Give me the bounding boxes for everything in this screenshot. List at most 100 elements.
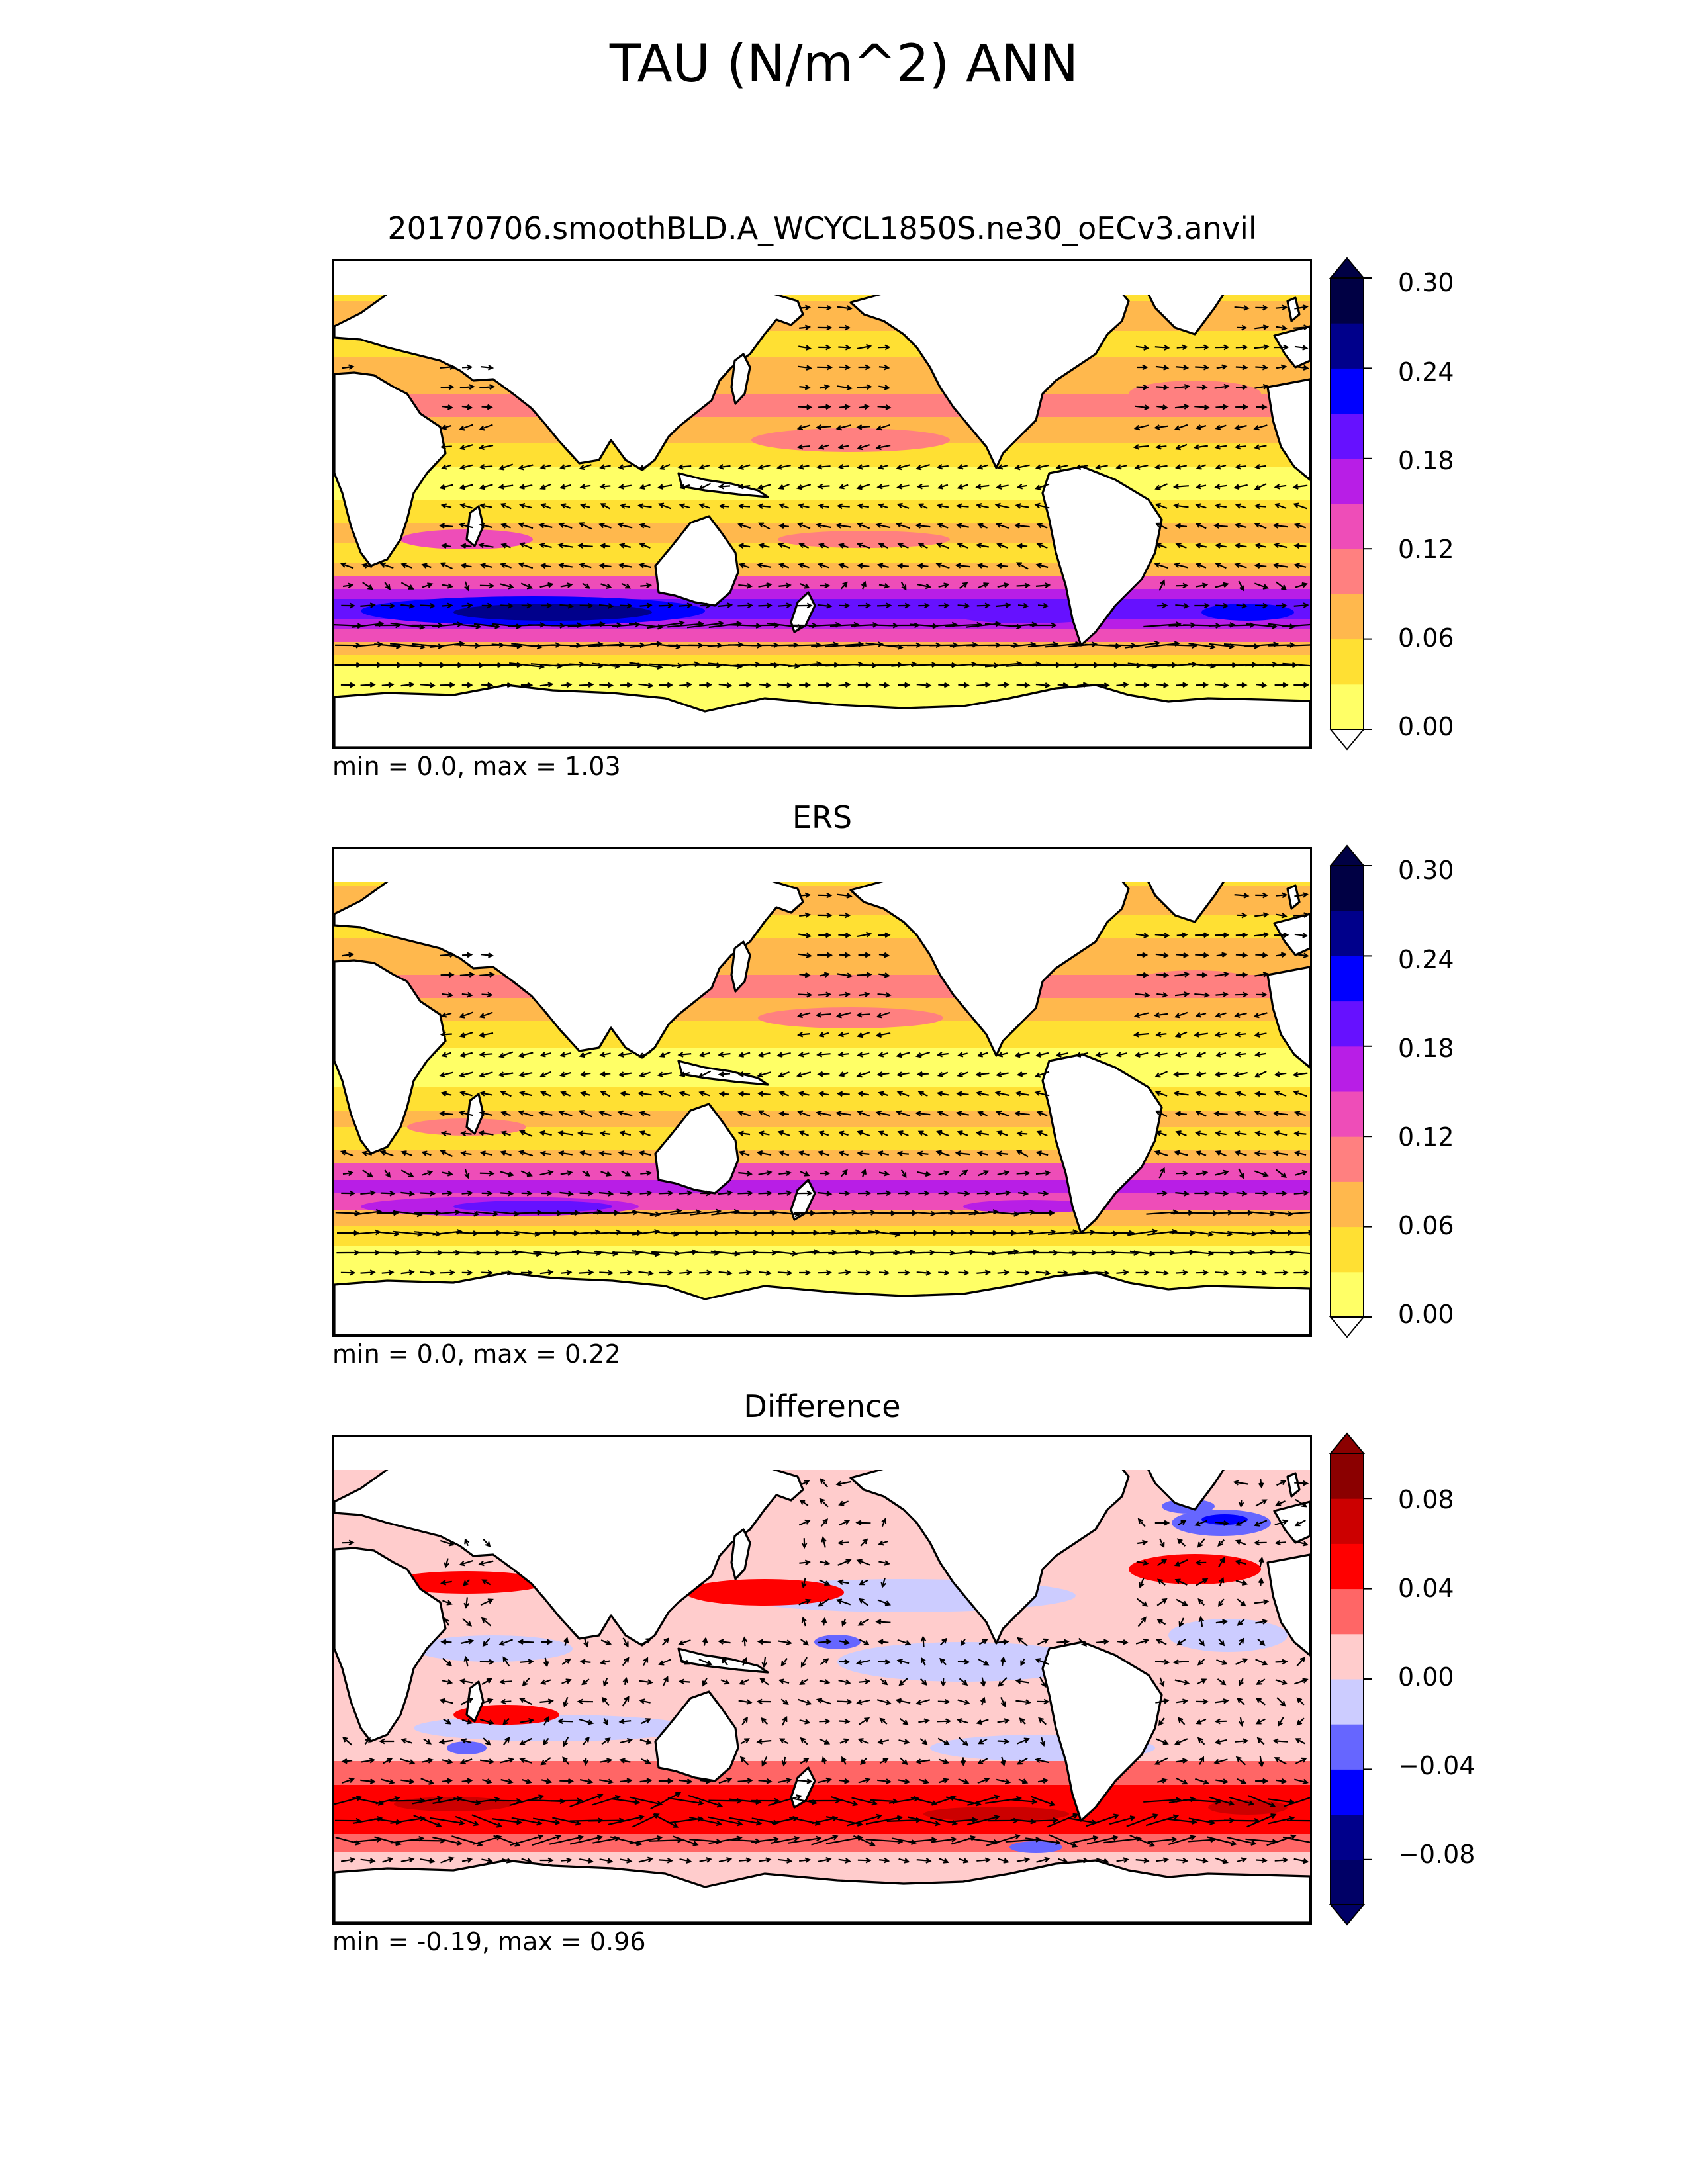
wind-stress-vector <box>617 1110 633 1116</box>
colorbar-segment <box>1331 1136 1364 1182</box>
wind-stress-vector <box>877 1150 889 1156</box>
wind-stress-vector <box>937 1071 949 1077</box>
wind-stress-vector <box>799 972 811 978</box>
wind-stress-vector <box>481 1579 491 1586</box>
wind-stress-vector <box>1274 1519 1289 1526</box>
wind-stress-vector <box>459 972 475 978</box>
wind-stress-vector <box>1174 1559 1188 1567</box>
wind-stress-vector <box>638 1270 654 1276</box>
wind-stress-vector <box>459 1678 473 1684</box>
wind-stress-vector <box>1254 522 1267 529</box>
wind-stress-vector <box>1172 484 1189 490</box>
wind-stress-vector <box>839 324 851 331</box>
wind-stress-vector <box>442 1679 453 1685</box>
wind-stress-vector <box>835 523 851 529</box>
wind-stress-vector <box>1254 1539 1267 1546</box>
wind-stress-vector <box>839 404 851 410</box>
wind-stress-vector <box>1254 483 1267 490</box>
colorbar-segment <box>1331 1453 1364 1499</box>
wind-stress-vector <box>1214 444 1227 450</box>
wind-stress-vector <box>1195 1150 1207 1156</box>
wind-stress-vector <box>757 1071 771 1078</box>
wind-stress-vector <box>1019 1717 1026 1725</box>
diff-panel-title: Difference <box>743 1388 901 1424</box>
wind-stress-vector <box>778 1678 790 1684</box>
wind-stress-vector <box>559 1191 574 1197</box>
wind-stress-vector <box>438 1739 454 1745</box>
wind-stress-vector <box>878 682 890 688</box>
wind-stress-vector <box>521 1190 533 1197</box>
wind-stress-vector <box>996 1071 1009 1077</box>
wind-stress-vector <box>1235 972 1248 978</box>
wind-stress-vector <box>518 484 533 490</box>
wind-stress-vector <box>976 464 988 470</box>
wind-stress-vector <box>1174 1578 1188 1586</box>
wind-stress-vector <box>1034 1090 1050 1097</box>
wind-stress-vector <box>379 1738 395 1745</box>
wind-stress-vector <box>837 305 853 311</box>
wind-stress-vector <box>1194 602 1210 609</box>
wind-stress-vector <box>539 503 551 509</box>
wind-stress-vector <box>958 1269 970 1276</box>
wind-stress-vector <box>878 1171 890 1177</box>
wind-stress-vector <box>858 364 871 371</box>
wind-stress-vector <box>996 602 1011 608</box>
wind-stress-vector <box>877 602 892 609</box>
wind-stress-vector <box>1282 1836 1310 1843</box>
wind-stress-vector <box>561 1658 571 1665</box>
wind-stress-vector <box>698 1659 713 1666</box>
wind-stress-vector <box>818 1639 832 1645</box>
wind-stress-vector <box>342 1170 354 1177</box>
wind-stress-vector <box>1055 464 1068 470</box>
wind-stress-vector <box>340 1269 356 1276</box>
wind-stress-vector <box>442 1758 453 1764</box>
wind-stress-vector <box>500 563 512 569</box>
wind-stress-vector <box>1275 1500 1286 1506</box>
wind-stress-vector <box>994 1090 1010 1097</box>
wind-stress-vector <box>689 1208 722 1216</box>
wind-stress-vector <box>622 1657 630 1666</box>
wind-stress-vector <box>1154 424 1168 430</box>
wind-stress-vector <box>915 1052 931 1058</box>
wind-stress-vector <box>856 1659 870 1666</box>
wind-stress-vector <box>960 1638 966 1647</box>
wind-stress-vector <box>503 1736 510 1745</box>
wind-stress-vector <box>721 1657 728 1666</box>
wind-stress-vector <box>583 1757 589 1766</box>
wind-stress-vector <box>759 1857 772 1863</box>
colorbar-segment <box>1331 639 1364 685</box>
wind-stress-vector <box>1115 464 1127 470</box>
wind-stress-vector <box>460 1639 475 1645</box>
wind-stress-vector <box>918 1190 930 1197</box>
wind-stress-vector <box>501 682 513 688</box>
wind-stress-vector <box>817 483 830 490</box>
wind-stress-vector <box>1275 1679 1288 1686</box>
wind-stress-vector <box>820 582 831 589</box>
wind-stress-vector <box>1174 991 1190 997</box>
wind-stress-vector <box>800 1758 810 1764</box>
wind-stress-vector <box>677 1052 692 1058</box>
wind-stress-vector <box>538 523 553 529</box>
wind-stress-vector <box>858 1598 868 1606</box>
wind-stress-vector <box>480 952 494 958</box>
wind-stress-vector <box>857 444 870 451</box>
wind-stress-vector <box>1176 1857 1189 1864</box>
wind-stress-vector <box>938 1190 950 1197</box>
wind-stress-vector <box>1274 1757 1287 1765</box>
wind-stress-vector <box>816 522 831 529</box>
wind-stress-vector <box>1285 1251 1310 1255</box>
wind-stress-vector <box>459 424 473 431</box>
wind-stress-vector <box>800 1657 808 1668</box>
wind-stress-vector <box>1236 682 1248 688</box>
wind-stress-vector <box>1215 464 1227 470</box>
wind-stress-vector <box>1293 324 1310 330</box>
wind-stress-vector <box>667 1797 704 1806</box>
wind-stress-vector <box>653 1813 679 1828</box>
wind-stress-vector <box>839 1520 851 1526</box>
wind-stress-vector <box>677 464 692 470</box>
wind-stress-vector <box>519 1757 532 1764</box>
colorbar-tick-label: 0.08 <box>1398 1485 1454 1514</box>
wind-stress-vector <box>479 1718 495 1725</box>
wind-stress-vector <box>1175 952 1190 958</box>
wind-stress-vector <box>718 1777 733 1784</box>
